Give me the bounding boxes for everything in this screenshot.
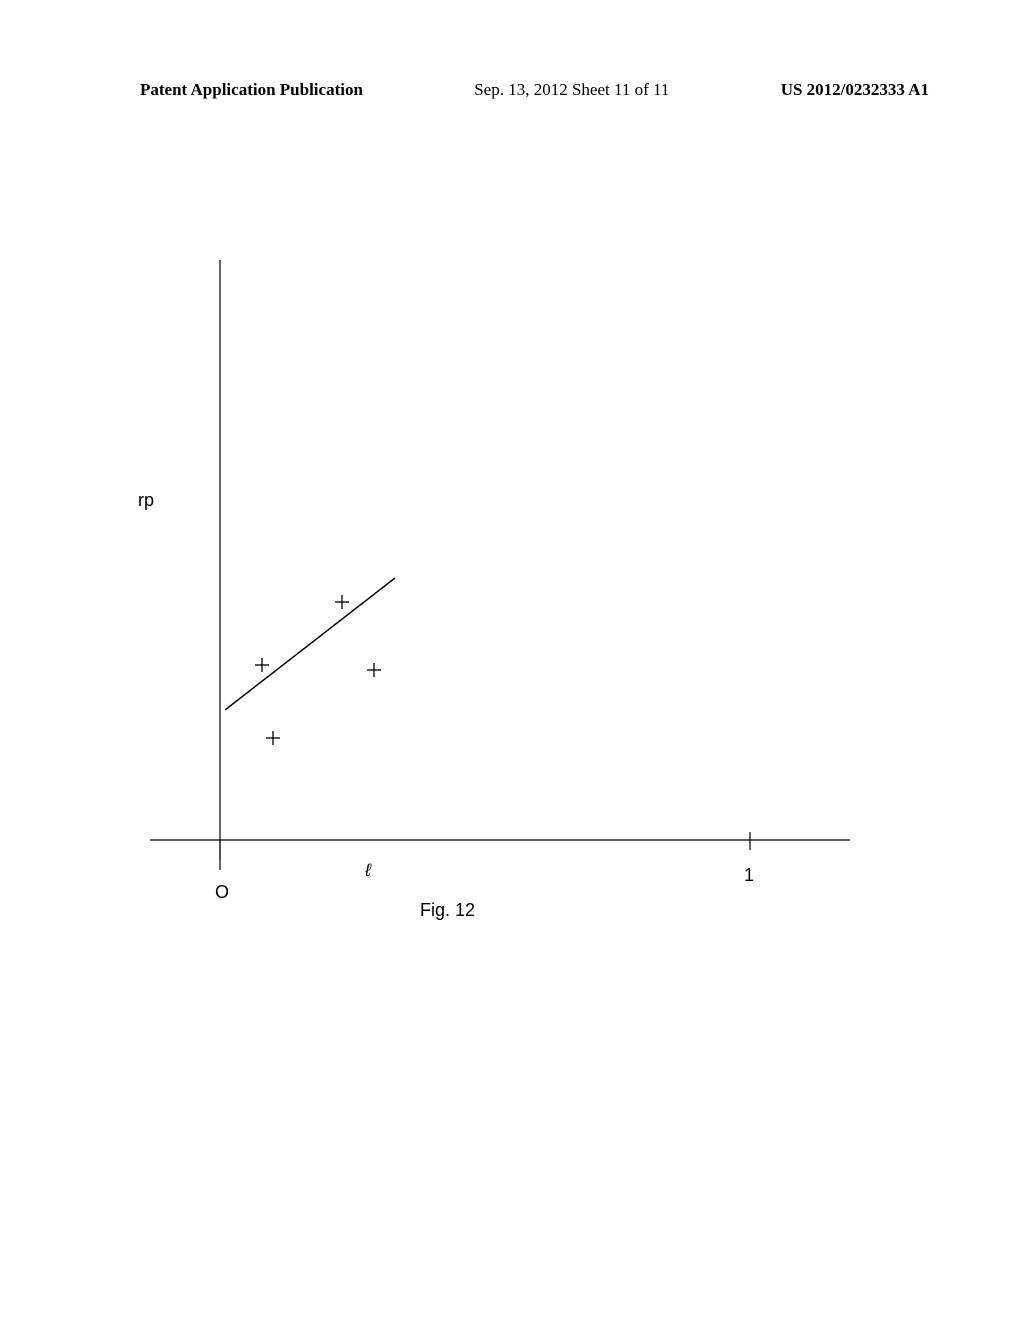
- x-tick-label: 1: [744, 865, 754, 886]
- x-axis-label: ℓ: [365, 860, 371, 881]
- header: Patent Application Publication Sep. 13, …: [0, 80, 1024, 100]
- header-left: Patent Application Publication: [140, 80, 363, 100]
- origin-label: O: [215, 882, 229, 903]
- y-axis-label: rp: [138, 490, 154, 511]
- header-right: US 2012/0232333 A1: [781, 80, 929, 100]
- header-center: Sep. 13, 2012 Sheet 11 of 11: [474, 80, 669, 100]
- figure-container: rp ℓ O 1 Fig. 12: [150, 260, 870, 900]
- figure-label: Fig. 12: [420, 900, 475, 921]
- chart-svg: [150, 260, 870, 900]
